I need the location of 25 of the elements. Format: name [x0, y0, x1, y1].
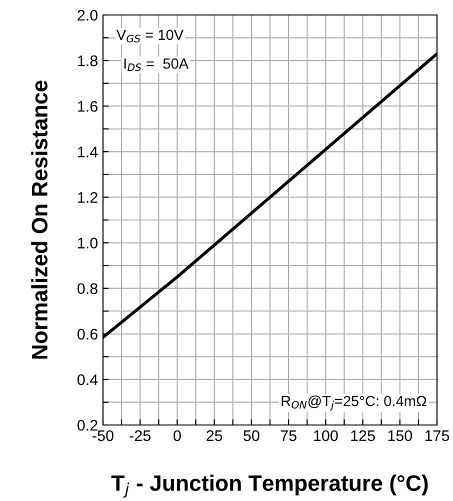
y-tick-label: 1.2: [78, 192, 98, 203]
x-axis-title: T$_{j}$ - Junction Temperature (°C): [111, 474, 428, 498]
x-tick-label: 175: [425, 430, 450, 442]
x-tick-label: -25: [130, 430, 151, 442]
x-tick-label: 125: [351, 430, 375, 442]
x-tick-label: 150: [388, 430, 412, 442]
y-axis-title: Normalized On Resistance: [31, 80, 48, 359]
y-tick-label: 0.6: [78, 328, 98, 340]
y-tick-label: 1.6: [78, 100, 98, 112]
y-tick-label: 1.0: [78, 238, 98, 248]
x-tick-label: -50: [92, 430, 114, 442]
x-tick-label: 50: [244, 430, 260, 442]
x-tick-label: 75: [280, 430, 296, 442]
y-tick-label: 1.8: [78, 55, 98, 66]
x-tick-label: 0: [174, 430, 181, 442]
y-tick-label: 0.2: [78, 420, 98, 431]
x-tick-label: 25: [206, 430, 222, 442]
y-tick-label: 2.0: [78, 10, 98, 21]
y-tick-label: 0.4: [78, 374, 98, 386]
annotation: R$_{ON}$@T$_{j}$=25°C: 0.4mΩ: [282, 395, 426, 411]
annotation: I$_{DS}$ = 50A: [124, 58, 189, 72]
y-tick-label: 1.4: [78, 146, 98, 158]
x-tick-label: 100: [314, 430, 338, 442]
annotation: V$_{GS}$ = 10V: [116, 30, 184, 42]
y-tick-label: 0.8: [78, 283, 98, 294]
